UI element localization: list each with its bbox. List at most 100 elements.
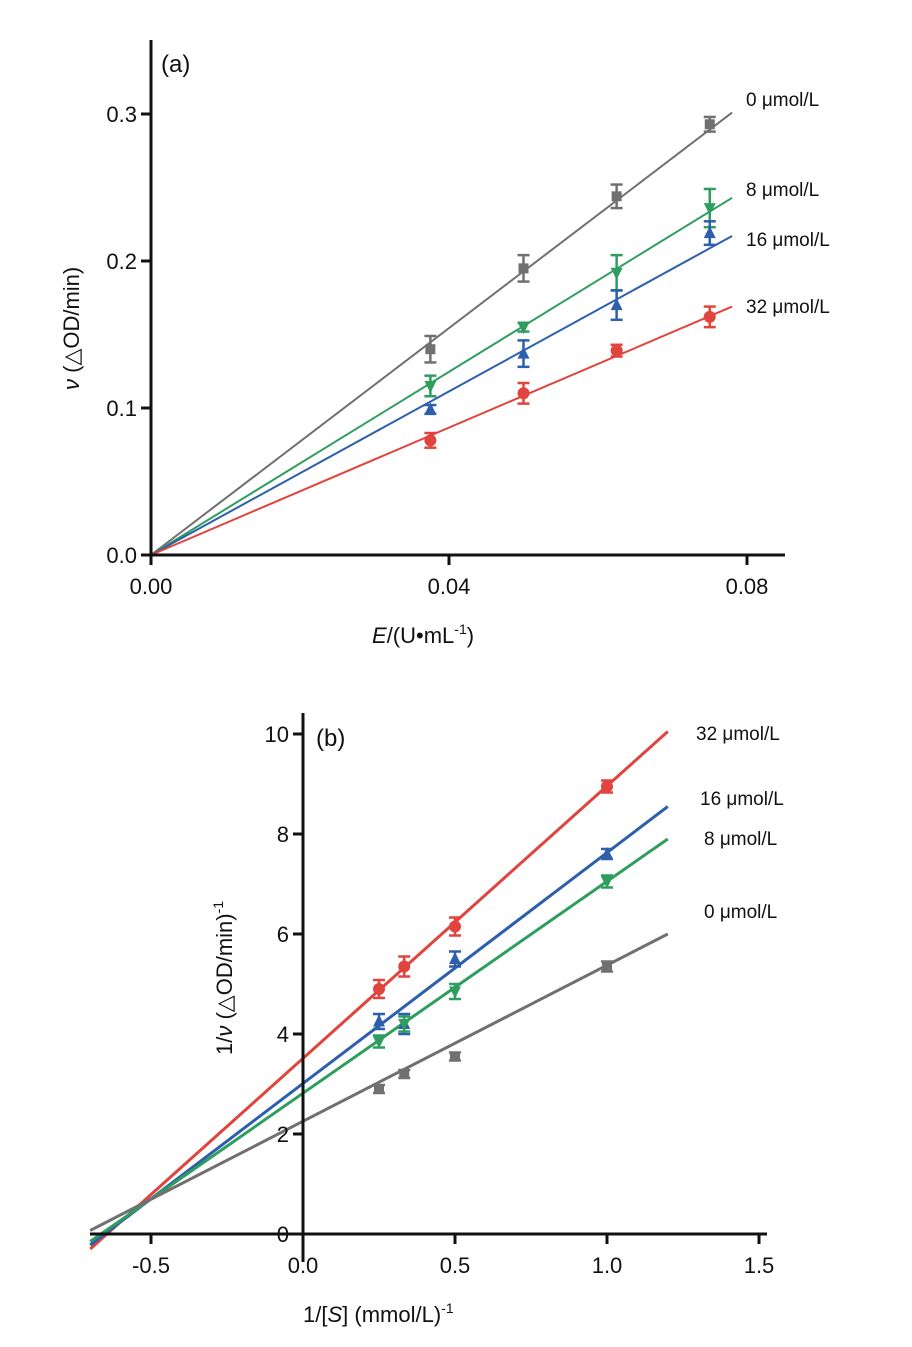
circle-marker (517, 387, 530, 400)
triangle-up-marker (610, 298, 623, 311)
data-point-16-umol (517, 339, 530, 369)
y-label-pre: 1/ (212, 1036, 237, 1055)
triangle-down-marker (373, 1036, 385, 1049)
data-point-32-umol (601, 779, 613, 794)
triangle-down-marker (703, 203, 716, 216)
data-point-0-umol (610, 183, 623, 210)
x-tick-label: 0.04 (428, 574, 471, 599)
triangle-up-marker (449, 952, 461, 964)
y-label-var: ν (59, 379, 84, 390)
triangle-down-marker (449, 986, 461, 999)
y-tick-label: 0.0 (106, 543, 137, 568)
data-point-0-umol (373, 1083, 385, 1095)
x-ticks: 0.00 0.04 0.08 (130, 555, 768, 599)
series-labels: 32 μmol/L 16 μmol/L 8 μmol/L 0 μmol/L (696, 724, 784, 923)
square-marker (704, 119, 715, 130)
y-label-unit: (△OD/min) (212, 913, 237, 1025)
square-marker (399, 1069, 410, 1079)
series-label-32-umol: 32 μmol/L (746, 297, 830, 318)
series-label-16-umol: 16 μmol/L (700, 789, 784, 810)
x-label-sup: -1 (454, 621, 467, 637)
square-marker (374, 1084, 384, 1094)
data-point-8-umol (517, 321, 530, 335)
fit-line-32-umol (150, 305, 733, 556)
data-point-32-umol (424, 431, 437, 449)
circle-marker (424, 434, 437, 447)
triangle-down-marker (610, 267, 623, 280)
square-marker (611, 191, 622, 202)
series-label-32-umol: 32 μmol/L (696, 724, 780, 745)
square-marker (602, 961, 612, 972)
triangle-up-marker (373, 1014, 385, 1027)
x-tick-label: 0.00 (130, 574, 173, 599)
data-point-8-umol (601, 874, 613, 889)
data-point-32-umol (373, 978, 385, 1000)
data-point-32-umol (398, 955, 411, 978)
series-label-8-umol: 8 μmol/L (704, 829, 777, 850)
x-axis-label: 1/[S] (mmol/L)-1 (303, 1300, 454, 1327)
x-label-pre: 1/[ (303, 1302, 327, 1327)
fit-line-16-umol (150, 235, 733, 556)
fit-line-0-umol (89, 932, 669, 1232)
x-label-unit: /(U•mL (387, 623, 455, 648)
y-tick-label: 0.3 (106, 102, 137, 127)
x-ticks: -0.5 0.0 0.5 1.0 1.5 (132, 1234, 774, 1278)
triangle-down-marker (601, 876, 613, 889)
data-point-8-umol (424, 374, 437, 398)
series-label-8-umol: 8 μmol/L (746, 180, 819, 201)
triangle-up-marker (424, 402, 437, 415)
data-point-16-umol (424, 402, 437, 416)
data-point-8-umol (373, 1034, 385, 1049)
data-point-0-umol (601, 960, 613, 973)
data-point-16-umol (373, 1012, 385, 1031)
square-marker (450, 1051, 460, 1062)
data-point-0-umol (703, 115, 716, 133)
x-tick-label: -0.5 (132, 1253, 170, 1278)
series-labels: 0 μmol/L 8 μmol/L 16 μmol/L 32 μmol/L (746, 90, 830, 318)
triangle-up-marker (703, 226, 716, 239)
circle-marker (449, 920, 461, 933)
y-tick-label: 8 (277, 822, 289, 847)
data-point-0-umol (398, 1068, 411, 1080)
data-point-0-umol (449, 1051, 461, 1062)
data-point-32-umol (703, 305, 716, 329)
triangle-down-marker (517, 322, 530, 335)
y-label-var: ν (212, 1026, 237, 1037)
series-label-0-umol: 0 μmol/L (746, 90, 819, 111)
x-label-var: S (327, 1302, 342, 1327)
fit-line-8-umol (150, 196, 733, 556)
circle-marker (601, 780, 613, 793)
square-marker (425, 344, 436, 355)
x-label-sup: -1 (441, 1300, 454, 1316)
data-point-32-umol (610, 343, 623, 358)
fit-lines (150, 111, 733, 556)
panel-a: 0.0 0.1 0.2 0.3 0.00 0.04 0.08 (a) 0 μmol/L 8 … (59, 40, 830, 648)
triangle-down-marker (424, 380, 437, 393)
y-tick-label: 0 (277, 1222, 289, 1247)
y-ticks: 0 2 4 6 8 10 (265, 722, 303, 1247)
x-axis-label: E/(U•mL-1) (372, 621, 474, 648)
panel-b: 0 2 4 6 8 10 -0.5 0.0 0.5 1.0 1.5 (b) 32 μmol/L 16… (89, 713, 784, 1327)
data-point-8-umol (449, 982, 461, 1001)
circle-marker (610, 344, 623, 357)
y-ticks: 0.0 0.1 0.2 0.3 (106, 102, 151, 568)
x-tick-label: 1.5 (744, 1253, 775, 1278)
data-points (373, 779, 613, 1095)
circle-marker (398, 960, 411, 973)
x-label-unit: ] (mmol/L) (342, 1302, 441, 1327)
y-tick-label: 2 (277, 1122, 289, 1147)
y-tick-label: 10 (265, 722, 289, 747)
x-tick-label: 0.0 (288, 1253, 319, 1278)
square-marker (518, 263, 529, 274)
x-label-var: E (372, 623, 387, 648)
series-label-0-umol: 0 μmol/L (704, 902, 777, 923)
y-label-sup: -1 (210, 901, 226, 914)
circle-marker (373, 983, 385, 995)
x-label-close: ) (467, 623, 474, 648)
y-label-unit: (△OD/min) (59, 267, 84, 379)
fit-line-0-umol (150, 111, 733, 556)
triangle-down-marker (398, 1019, 411, 1031)
series-label-16-umol: 16 μmol/L (746, 230, 830, 251)
y-tick-label: 0.2 (106, 249, 137, 274)
